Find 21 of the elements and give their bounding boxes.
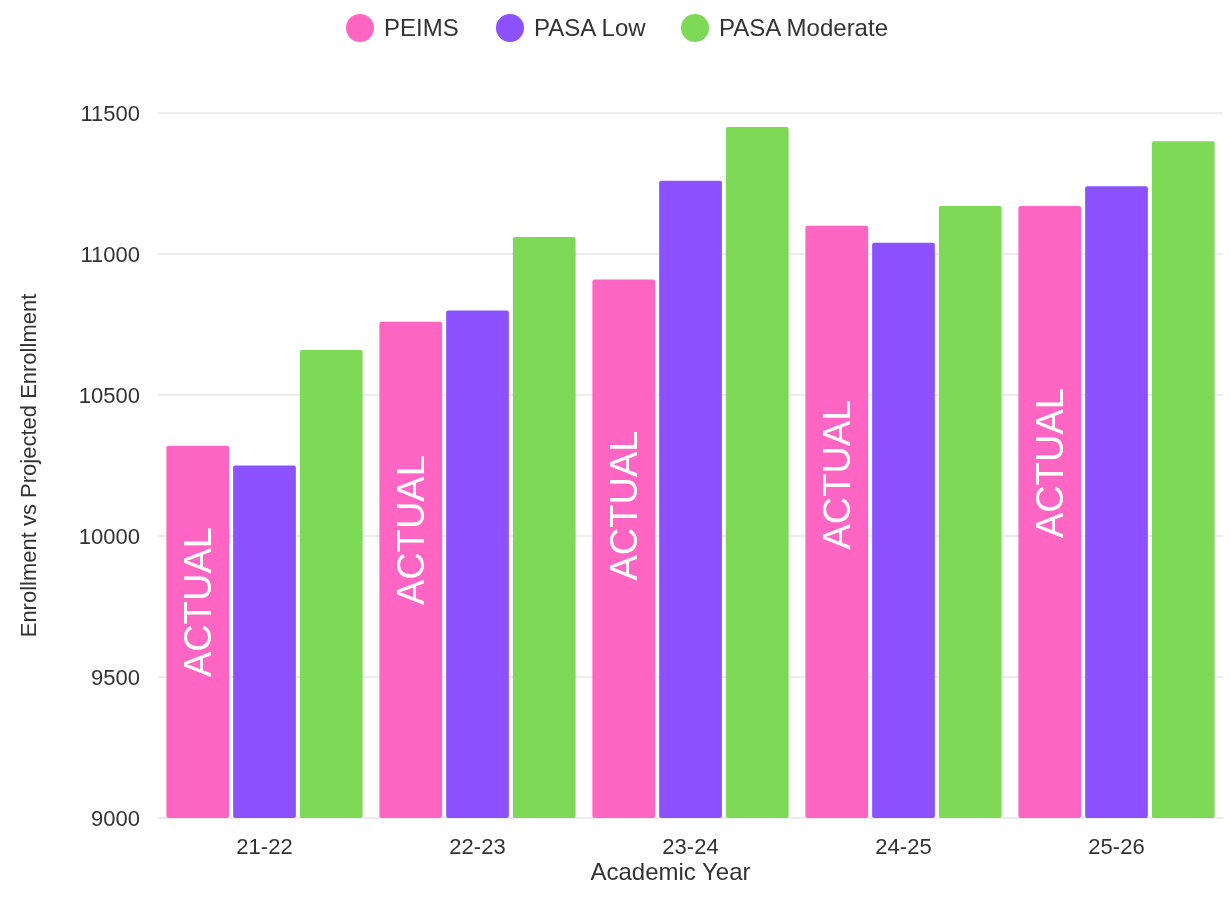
- annotation: ACTUAL: [603, 430, 646, 581]
- y-tick-label: 9000: [91, 805, 140, 831]
- y-tick-label: 10000: [78, 523, 140, 549]
- annotation: ACTUAL: [816, 399, 859, 550]
- annotation: ACTUAL: [177, 527, 220, 678]
- x-axis-title: Academic Year: [590, 858, 751, 885]
- annotation: ACTUAL: [390, 455, 433, 606]
- x-tick-label: 22-23: [449, 834, 506, 859]
- x-tick-label: 23-24: [662, 834, 719, 859]
- annotation: ACTUAL: [1029, 388, 1072, 539]
- legend-label: PASA Moderate: [719, 14, 888, 42]
- x-tick-label: 21-22: [236, 834, 293, 859]
- y-tick-label: 9500: [91, 664, 140, 690]
- legend-label: PASA Low: [534, 14, 647, 42]
- x-tick-label: 24-25: [875, 834, 932, 859]
- x-tick-label: 25-26: [1088, 834, 1145, 859]
- y-tick-label: 11500: [80, 100, 140, 126]
- y-tick-label: 10500: [78, 382, 140, 408]
- y-axis-title: Enrollment vs Projected Enrollment: [16, 293, 41, 638]
- legend-label: PEIMS: [384, 14, 459, 42]
- y-tick-label: 11000: [80, 241, 140, 267]
